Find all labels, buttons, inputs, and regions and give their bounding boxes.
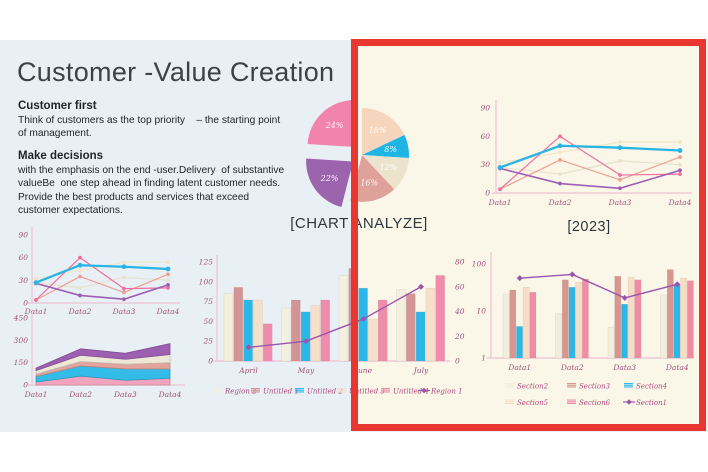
svg-text:Region 1: Region 1 <box>430 388 463 396</box>
svg-text:80: 80 <box>455 258 465 267</box>
svg-text:Section1: Section1 <box>636 399 667 407</box>
svg-text:125: 125 <box>199 258 214 267</box>
svg-text:0: 0 <box>208 357 213 366</box>
svg-text:Data2: Data2 <box>548 198 572 207</box>
svg-text:150: 150 <box>14 358 29 367</box>
section-customer-first: Customer first Think of customers as the… <box>18 100 290 141</box>
svg-text:Data1: Data1 <box>507 363 531 372</box>
svg-text:July: July <box>412 366 429 375</box>
svg-text:Section4: Section4 <box>636 383 667 391</box>
svg-text:30: 30 <box>18 276 28 285</box>
svg-text:Data4: Data4 <box>668 198 692 207</box>
svg-text:12%: 12% <box>379 163 397 172</box>
svg-text:0: 0 <box>455 357 460 366</box>
highlight-panel-background <box>354 43 703 428</box>
svg-text:Section3: Section3 <box>579 383 611 391</box>
svg-text:Data3: Data3 <box>612 363 636 372</box>
svg-text:Data4: Data4 <box>158 390 182 399</box>
svg-text:Section2: Section2 <box>517 383 549 391</box>
svg-text:May: May <box>297 366 315 375</box>
svg-text:60: 60 <box>455 282 465 291</box>
svg-text:50: 50 <box>203 317 213 326</box>
svg-text:90: 90 <box>18 231 28 240</box>
svg-text:1: 1 <box>481 354 486 363</box>
svg-text:Data4: Data4 <box>665 363 689 372</box>
svg-text:90: 90 <box>480 104 490 113</box>
svg-text:Untitled 2: Untitled 2 <box>307 388 343 396</box>
svg-text:24%: 24% <box>325 121 344 130</box>
svg-text:Data3: Data3 <box>112 307 136 316</box>
svg-text:April: April <box>238 366 258 375</box>
svg-text:75: 75 <box>203 297 213 306</box>
svg-text:60: 60 <box>18 253 28 262</box>
svg-text:20: 20 <box>454 332 465 341</box>
svg-text:100: 100 <box>199 277 214 286</box>
section-make-decisions: Make decisions with the emphasis on the … <box>18 150 290 218</box>
svg-text:10: 10 <box>476 307 486 316</box>
pie-chart-caption: [CHART ANALYZE] <box>290 215 428 232</box>
svg-text:Data3: Data3 <box>608 198 632 207</box>
svg-text:16%: 16% <box>360 179 378 188</box>
svg-text:30: 30 <box>480 160 490 169</box>
year-chart-caption: [2023] <box>567 219 611 235</box>
svg-text:Data3: Data3 <box>113 390 137 399</box>
section-body: with the emphasis on the end -user.Deliv… <box>18 165 287 217</box>
svg-text:Untitled 1: Untitled 1 <box>263 388 299 396</box>
svg-text:22%: 22% <box>320 174 339 183</box>
svg-text:100: 100 <box>472 260 487 269</box>
page-title: Customer -Value Creation <box>17 57 335 87</box>
svg-text:Data2: Data2 <box>68 390 92 399</box>
svg-text:June: June <box>353 366 373 375</box>
svg-text:Section6: Section6 <box>579 399 611 407</box>
section-heading: Make decisions <box>18 150 104 162</box>
svg-text:Data1: Data1 <box>24 390 48 399</box>
svg-text:8%: 8% <box>384 145 397 154</box>
svg-text:Data2: Data2 <box>68 307 92 316</box>
section-body: Think of customers as the top priority –… <box>18 115 284 140</box>
svg-text:25: 25 <box>202 337 213 346</box>
svg-text:60: 60 <box>480 132 490 141</box>
svg-text:40: 40 <box>454 307 465 316</box>
svg-text:Untitled 3: Untitled 3 <box>349 388 385 396</box>
svg-text:18%: 18% <box>369 126 387 135</box>
svg-text:Data1: Data1 <box>24 307 48 316</box>
svg-text:0: 0 <box>485 189 490 198</box>
svg-text:450: 450 <box>13 314 29 323</box>
svg-text:Data4: Data4 <box>156 307 180 316</box>
svg-text:Data2: Data2 <box>560 363 584 372</box>
svg-text:Section5: Section5 <box>517 399 549 407</box>
svg-text:Region 2: Region 2 <box>224 388 257 396</box>
svg-text:0: 0 <box>23 381 28 390</box>
svg-text:Untitled 4: Untitled 4 <box>393 388 429 396</box>
section-heading: Customer first <box>18 100 97 112</box>
svg-text:0: 0 <box>23 299 28 308</box>
highlight-box <box>351 39 706 431</box>
svg-text:300: 300 <box>14 336 29 345</box>
svg-text:Data1: Data1 <box>488 198 512 207</box>
